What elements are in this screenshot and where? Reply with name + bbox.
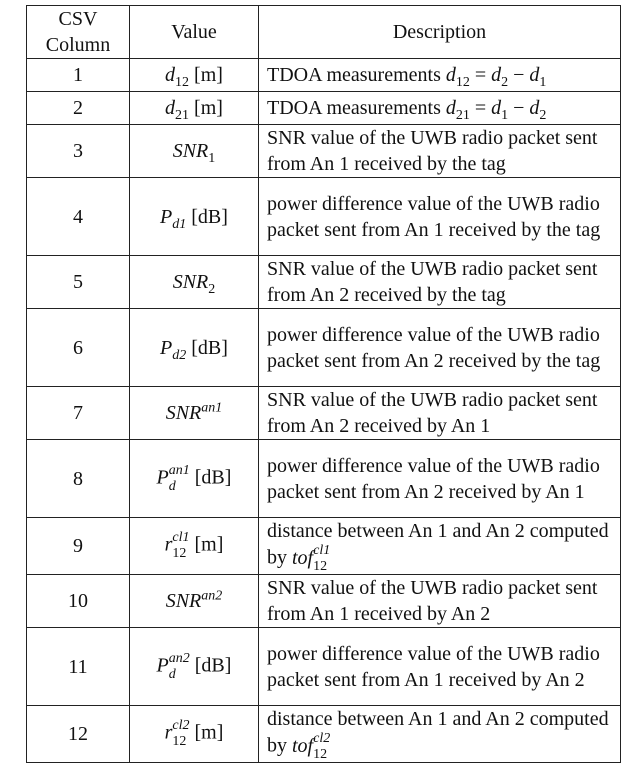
math-expression: d12 = d2 − d1	[445, 64, 547, 90]
description-cell: power difference value of the UWB radio …	[258, 439, 621, 518]
csv-column-cell: 9	[26, 517, 130, 575]
value-cell: r cl1 12 [m]	[129, 517, 259, 575]
value-cell: SNRan1	[129, 386, 259, 440]
table-row: 12 r cl2 12 [m] distance between An 1 and …	[26, 705, 621, 763]
description-cell: power difference value of the UWB radio …	[258, 308, 621, 387]
table-row: 7 SNRan1 SNR value of the UWB radio pack…	[26, 386, 621, 440]
value-cell: Pd2 [dB]	[129, 308, 259, 387]
csv-column-cell: 8	[26, 439, 130, 518]
value-cell: d12 [m]	[129, 58, 259, 92]
table-row: 2 d21 [m] TDOA measurements d21 = d1 − d…	[26, 91, 621, 125]
csv-column-cell: 4	[26, 177, 130, 256]
table-row: 1 d12 [m] TDOA measurements d12 = d2 − d…	[26, 58, 621, 92]
header-value: Value	[129, 5, 259, 59]
value-cell: d21 [m]	[129, 91, 259, 125]
csv-column-cell: 2	[26, 91, 130, 125]
description-cell: SNR value of the UWB radio packet sent f…	[258, 255, 621, 309]
table-header-row: CSV Column Value Description	[26, 5, 621, 59]
table-row: 10 SNRan2 SNR value of the UWB radio pac…	[26, 574, 621, 628]
table-row: 6 Pd2 [dB] power difference value of the…	[26, 308, 621, 387]
description-cell: SNR value of the UWB radio packet sent f…	[258, 124, 621, 178]
header-description: Description	[258, 5, 621, 59]
description-cell: distance between An 1 and An 2 computed …	[258, 705, 621, 763]
math-expression: d21 = d1 − d2	[445, 97, 547, 123]
csv-column-cell: 12	[26, 705, 130, 763]
header-csv-column: CSV Column	[26, 5, 130, 59]
value-cell: r cl2 12 [m]	[129, 705, 259, 763]
csv-column-cell: 6	[26, 308, 130, 387]
description-cell: power difference value of the UWB radio …	[258, 627, 621, 706]
csv-column-cell: 3	[26, 124, 130, 178]
math-expression: tof cl1 12	[292, 543, 331, 574]
math-expression: tof cl2 12	[292, 731, 331, 762]
description-cell: distance between An 1 and An 2 computed …	[258, 517, 621, 575]
csv-column-cell: 1	[26, 58, 130, 92]
value-cell: SNR2	[129, 255, 259, 309]
value-cell: SNR1	[129, 124, 259, 178]
csv-column-cell: 11	[26, 627, 130, 706]
value-cell: SNRan2	[129, 574, 259, 628]
description-cell: TDOA measurements d21 = d1 − d2	[258, 91, 621, 125]
description-cell: power difference value of the UWB radio …	[258, 177, 621, 256]
csv-column-cell: 10	[26, 574, 130, 628]
description-cell: SNR value of the UWB radio packet sent f…	[258, 574, 621, 628]
value-cell: Pd1 [dB]	[129, 177, 259, 256]
csv-column-cell: 5	[26, 255, 130, 309]
description-cell: TDOA measurements d12 = d2 − d1	[258, 58, 621, 92]
table-row: 4 Pd1 [dB] power difference value of the…	[26, 177, 621, 256]
description-cell: SNR value of the UWB radio packet sent f…	[258, 386, 621, 440]
csv-columns-table: CSV Column Value Description 1 d12 [m] T…	[26, 5, 621, 763]
table-row: 5 SNR2 SNR value of the UWB radio packet…	[26, 255, 621, 309]
table-row: 3 SNR1 SNR value of the UWB radio packet…	[26, 124, 621, 178]
table-row: 9 r cl1 12 [m] distance between An 1 and A…	[26, 517, 621, 575]
csv-column-cell: 7	[26, 386, 130, 440]
